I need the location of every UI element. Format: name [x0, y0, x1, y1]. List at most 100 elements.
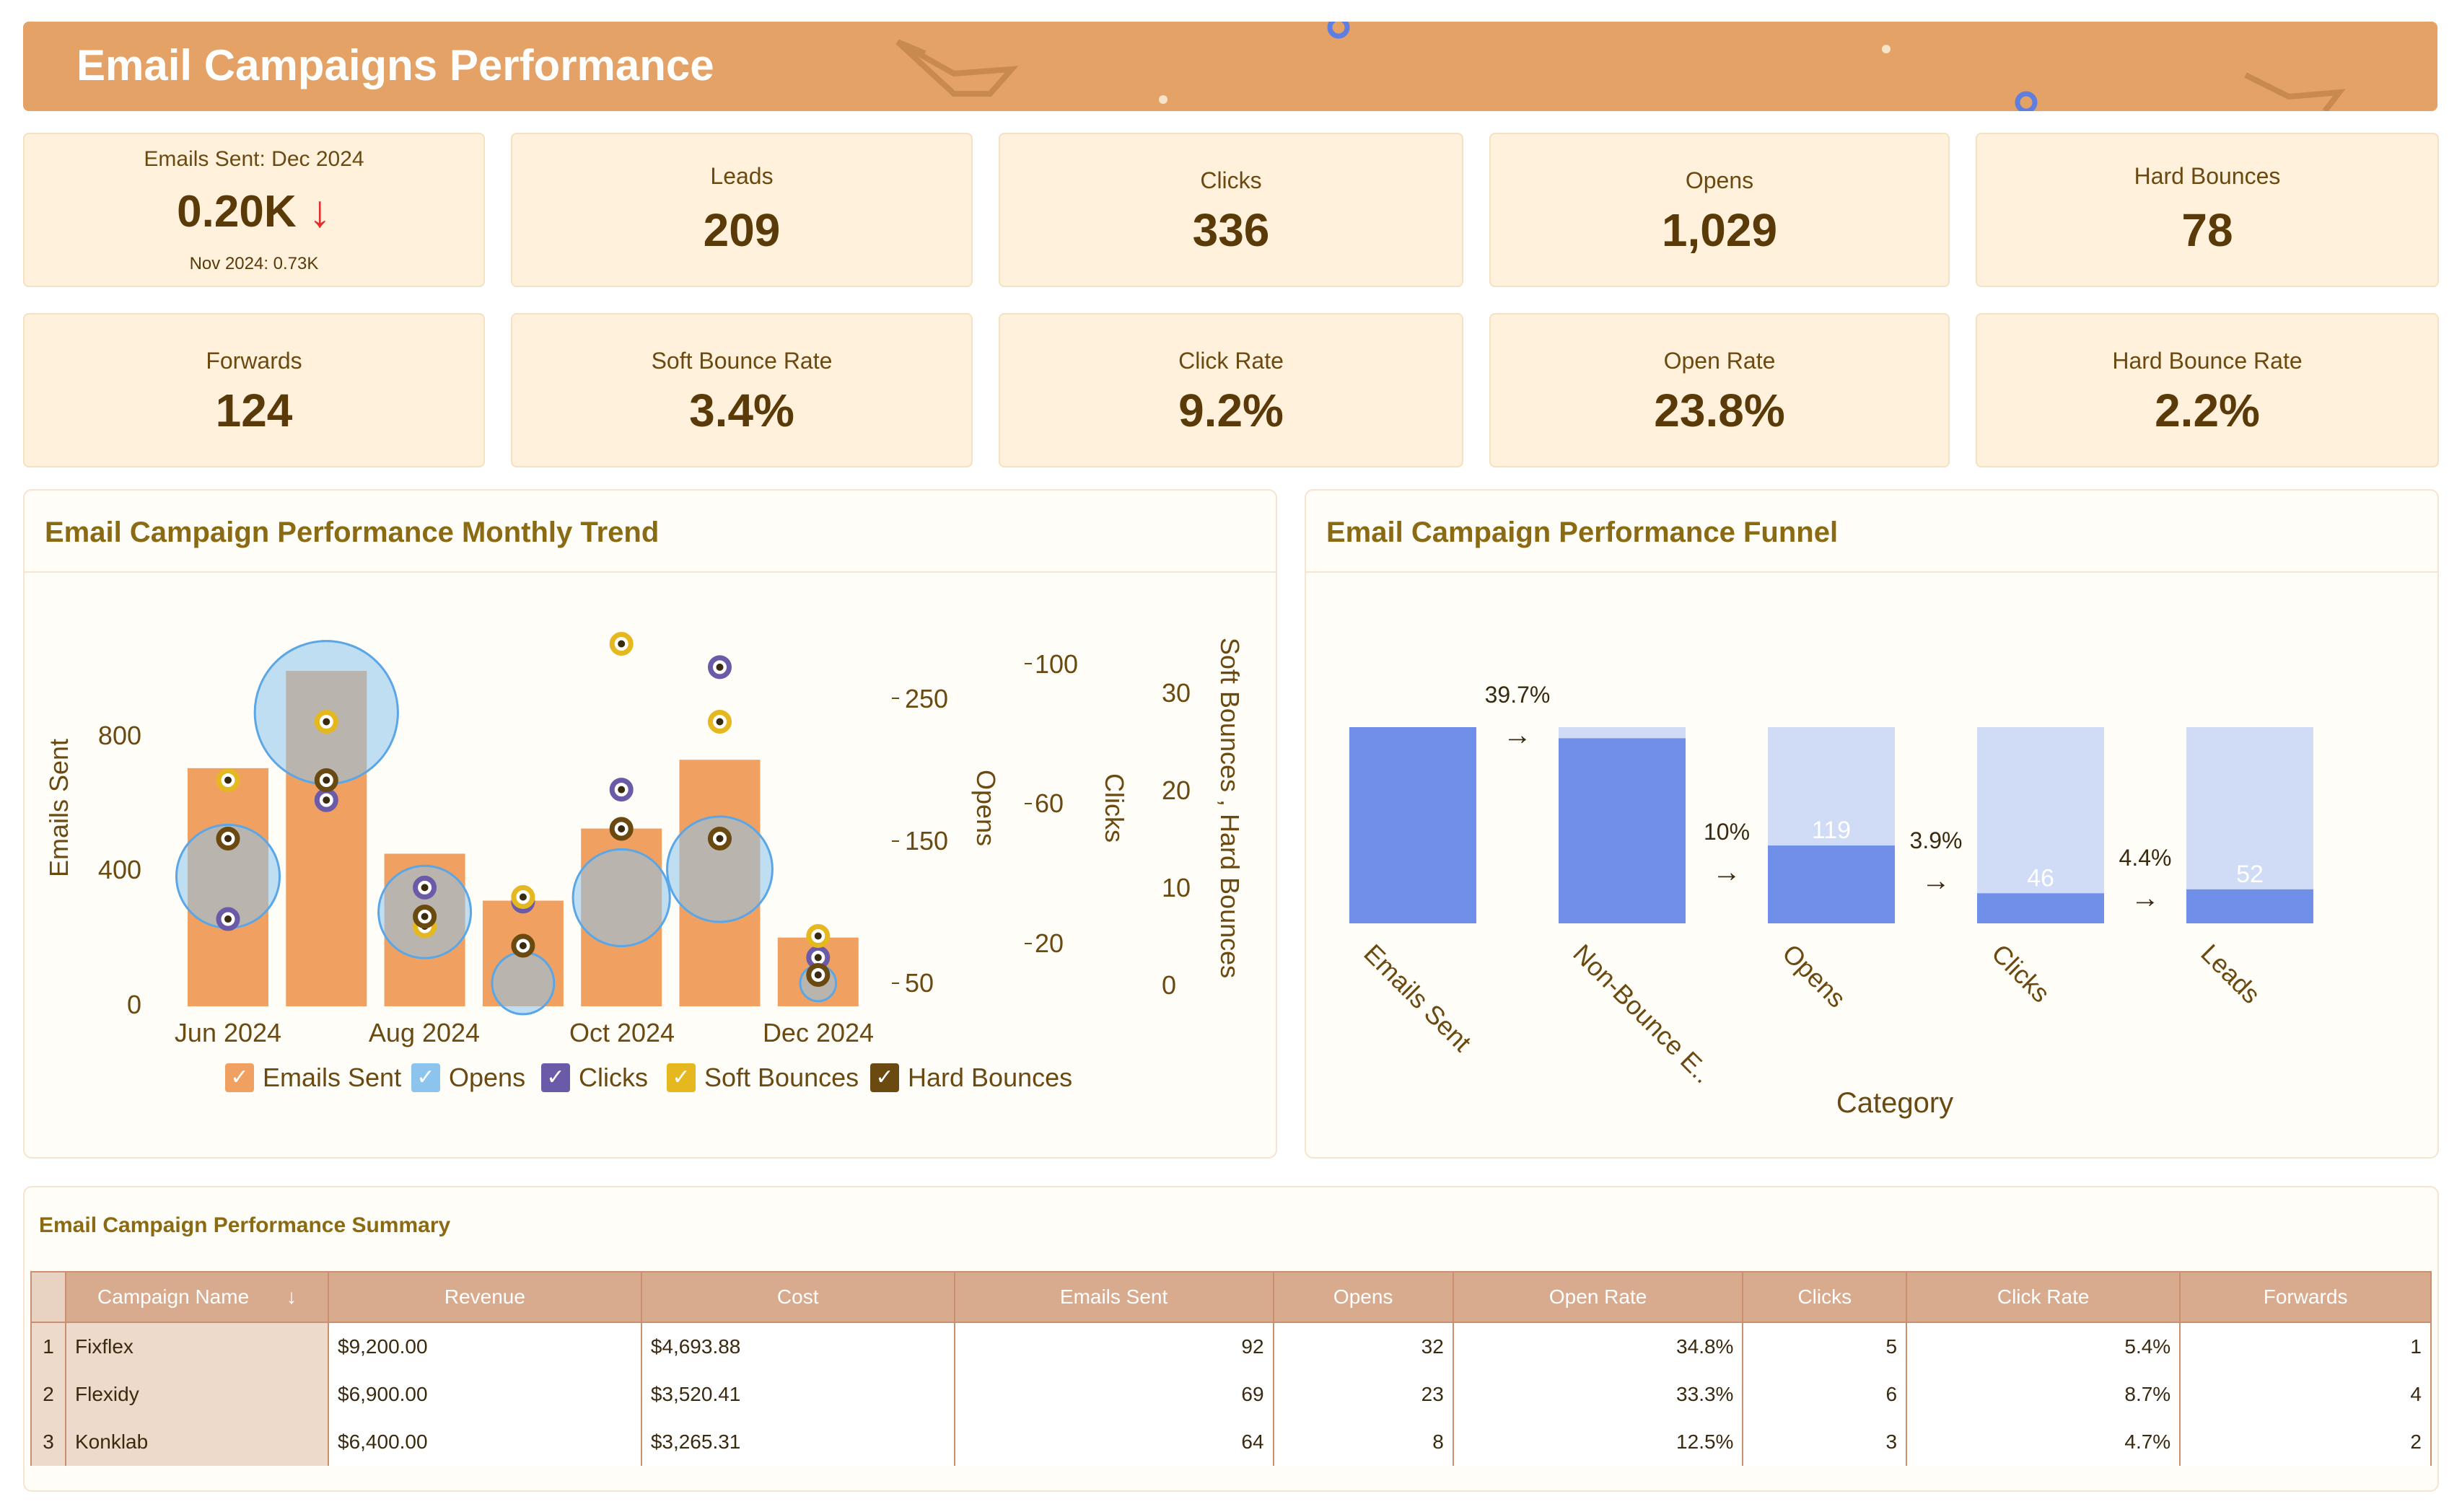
left-axis: 800 400 0 Emails Sent — [44, 721, 141, 1019]
kpi-hard-bounce-rate: Hard Bounce Rate 2.2% — [1976, 313, 2439, 467]
point-clicks-center — [323, 796, 330, 804]
point-soft-bounces-center — [224, 776, 232, 784]
point-hard-bounces-center — [618, 825, 626, 832]
bounces-tick: 10 — [1162, 873, 1191, 902]
divider — [1306, 571, 2437, 573]
row-index: 3 — [30, 1418, 66, 1466]
kpi-value: 336 — [1192, 204, 1270, 256]
kpi-value: 2.2% — [2155, 384, 2260, 436]
cell-emails-sent: 92 — [953, 1322, 1274, 1371]
legend-label: Hard Bounces — [908, 1063, 1073, 1092]
kpi-click-rate: Click Rate 9.2% — [999, 313, 1463, 467]
funnel-bar[interactable] — [1559, 738, 1686, 923]
funnel-conversion-label: 3.9% — [1910, 827, 1963, 853]
x-axis: Jun 2024 Aug 2024 Oct 2024 Dec 2024 — [175, 1018, 874, 1047]
cell-click-rate: 4.7% — [1906, 1418, 2181, 1466]
funnel-bar[interactable] — [2186, 889, 2313, 923]
decor-dot — [1159, 95, 1168, 104]
table-row[interactable]: 1 Fixflex $9,200.00 $4,693.88 92 32 34.8… — [30, 1322, 2432, 1371]
divider — [25, 571, 1276, 573]
point-soft-bounces-center — [618, 640, 626, 648]
point-clicks-center — [716, 663, 724, 671]
column-header[interactable]: Forwards — [2179, 1271, 2432, 1323]
opens-axis: 250 150 50 Opens — [892, 684, 1001, 998]
checkbox-icon: ✓ — [411, 1063, 440, 1092]
column-header[interactable]: Cost — [640, 1271, 955, 1323]
sort-arrow-icon[interactable]: ↓ — [286, 1285, 297, 1308]
row-index-header — [30, 1271, 66, 1323]
table-row[interactable]: 2 Flexidy $6,900.00 $3,520.41 69 23 33.3… — [30, 1371, 2432, 1418]
kpi-open-rate: Open Rate 23.8% — [1489, 313, 1950, 467]
funnel-bar[interactable] — [1349, 727, 1476, 923]
left-tick: 800 — [98, 721, 141, 750]
legend-opens[interactable]: ✓ Opens — [411, 1060, 525, 1095]
funnel-x-axis-label: Category — [1836, 1087, 1953, 1119]
kpi-value: 3.4% — [689, 384, 794, 436]
kpi-label: Emails Sent: Dec 2024 — [144, 147, 364, 171]
cell-clicks: 5 — [1742, 1322, 1908, 1371]
kpi-soft-bounce-rate: Soft Bounce Rate 3.4% — [511, 313, 973, 467]
kpi-opens: Opens 1,029 — [1489, 133, 1950, 287]
arrow-right-icon: → — [1922, 865, 1950, 897]
point-hard-bounces-center — [224, 835, 232, 843]
funnel-x-tick-label: Clicks — [1986, 939, 2056, 1008]
funnel-title: Email Campaign Performance Funnel — [1326, 517, 1839, 548]
column-header[interactable]: Open Rate — [1452, 1271, 1744, 1323]
kpi-value: 9.2% — [1178, 384, 1284, 436]
arrow-down-icon: ↓ — [308, 187, 331, 237]
bubble-opens[interactable] — [666, 815, 774, 923]
x-tick-label: Dec 2024 — [763, 1018, 874, 1047]
legend-label: Soft Bounces — [704, 1063, 859, 1092]
column-header[interactable]: Emails Sent — [953, 1271, 1274, 1323]
checkbox-icon: ✓ — [667, 1063, 696, 1092]
arrow-right-icon: → — [1712, 856, 1741, 888]
kpi-clicks: Clicks 336 — [999, 133, 1463, 287]
bubble-opens[interactable] — [571, 848, 671, 948]
funnel-conversion-label: 39.7% — [1485, 682, 1551, 708]
summary-panel: Email Campaign Performance Summary Campa… — [23, 1186, 2439, 1492]
cell-open-rate: 33.3% — [1452, 1371, 1744, 1418]
x-tick-label: Oct 2024 — [569, 1018, 675, 1047]
legend-soft-bounces[interactable]: ✓ Soft Bounces — [667, 1060, 859, 1095]
funnel-bar[interactable] — [1977, 893, 2104, 923]
kpi-label: Click Rate — [1178, 348, 1284, 374]
funnel-bar[interactable] — [1768, 845, 1895, 923]
summary-title: Email Campaign Performance Summary — [39, 1213, 451, 1237]
header-decoration — [895, 22, 2346, 111]
funnel-x-tick-label: Leads — [2195, 939, 2266, 1009]
point-hard-bounces-center — [519, 942, 527, 949]
kpi-sub: Nov 2024: 0.73K — [189, 254, 319, 273]
bubble-opens[interactable] — [491, 951, 556, 1016]
decor-dot — [1882, 45, 1891, 53]
funnel-data-label: 119 — [1812, 817, 1851, 844]
row-index: 2 — [30, 1371, 66, 1418]
cell-forwards: 4 — [2179, 1371, 2432, 1418]
column-header[interactable]: Campaign Name ↓ — [65, 1271, 329, 1323]
column-header[interactable]: Click Rate — [1906, 1271, 2181, 1323]
bounces-axis-label: Soft Bounces , Hard Bounces — [1215, 638, 1245, 978]
legend-label: Clicks — [579, 1063, 648, 1092]
kpi-hard-bounces: Hard Bounces 78 — [1976, 133, 2439, 287]
legend-label: Emails Sent — [263, 1063, 402, 1092]
x-tick-label: Jun 2024 — [175, 1018, 281, 1047]
legend-label: Opens — [449, 1063, 526, 1092]
point-hard-bounces-center — [323, 776, 330, 784]
kpi-forwards: Forwards 124 — [23, 313, 485, 467]
bounces-tick: 20 — [1162, 775, 1191, 805]
column-header[interactable]: Opens — [1272, 1271, 1454, 1323]
cell-cost: $3,265.31 — [640, 1418, 955, 1466]
bounces-axis: 30 20 10 0 Soft Bounces , Hard Bounces — [1162, 638, 1245, 1000]
point-clicks-center — [618, 786, 626, 794]
funnel-x-tick-label: Emails Sent — [1358, 939, 1477, 1058]
legend-emails-sent[interactable]: ✓ Emails Sent — [225, 1060, 401, 1095]
column-header[interactable]: Clicks — [1742, 1271, 1908, 1323]
summary-table: Campaign Name ↓ Revenue Cost Emails Sent… — [30, 1271, 2432, 1466]
table-row[interactable]: 3 Konklab $6,400.00 $3,265.31 64 8 12.5%… — [30, 1418, 2432, 1466]
legend-clicks[interactable]: ✓ Clicks — [541, 1060, 648, 1095]
column-header[interactable]: Revenue — [328, 1271, 642, 1323]
clicks-tick: 100 — [1035, 649, 1078, 679]
clicks-tick: 20 — [1035, 928, 1064, 958]
legend-hard-bounces[interactable]: ✓ Hard Bounces — [870, 1060, 1072, 1095]
row-index: 1 — [30, 1322, 66, 1371]
cart-icon — [895, 39, 2346, 111]
